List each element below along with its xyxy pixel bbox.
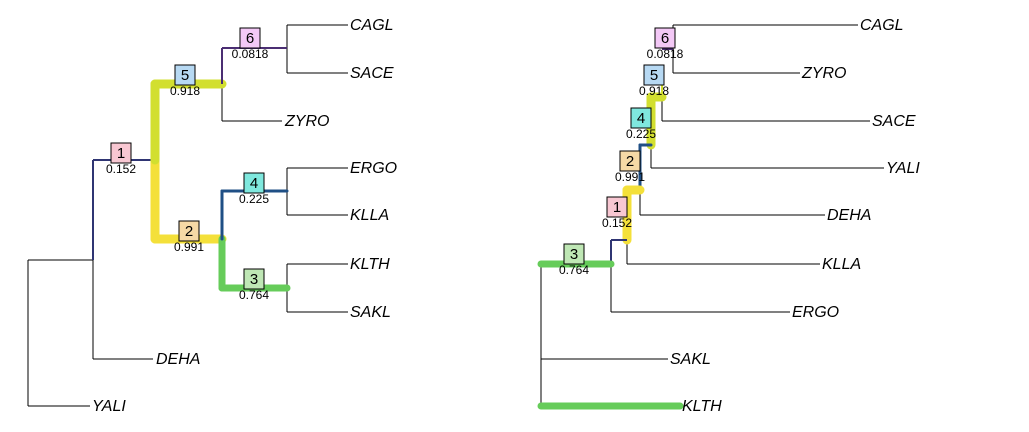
node-box <box>619 150 641 172</box>
node-box <box>643 64 665 86</box>
node-support: 0.225 <box>239 192 269 206</box>
node-id: 5 <box>181 67 189 84</box>
leaf-label: ZYRO <box>801 65 846 82</box>
node-id: 6 <box>246 30 254 47</box>
node-support: 0.152 <box>602 216 632 230</box>
node-support: 0.0818 <box>232 47 269 61</box>
node-id: 5 <box>650 67 658 84</box>
node-support: 0.991 <box>615 170 645 184</box>
leaf-label: KLLA <box>350 207 389 224</box>
leaf-label: ERGO <box>792 304 839 321</box>
right-tree: CAGL ZYRO SACE YALI DEHA KLLA ERGO SAKL KLTH 10.1… <box>537 17 920 415</box>
leaf-label: KLTH <box>682 398 722 415</box>
leaf-label: ERGO <box>350 160 397 177</box>
leaf-label: SACE <box>350 65 394 82</box>
node-support: 0.918 <box>170 84 200 98</box>
node-id: 4 <box>250 175 258 192</box>
node-id: 3 <box>250 271 258 288</box>
leaf-label: SAKL <box>670 351 711 368</box>
node-box <box>110 142 132 164</box>
leaf-label: CAGL <box>860 17 904 34</box>
leaf-label: SACE <box>872 113 916 130</box>
node-support: 0.152 <box>106 162 136 176</box>
node-box <box>630 107 652 129</box>
leaf-label: SAKL <box>350 304 391 321</box>
node-box <box>606 196 628 218</box>
node-support: 0.991 <box>174 240 204 254</box>
left-tree: CAGL SACE ZYRO ERGO KLLA KLTH SAKL DEHA YALI 10.1… <box>27 17 397 415</box>
node-box <box>174 64 196 86</box>
node-support: 0.764 <box>239 288 269 302</box>
node-id: 2 <box>626 153 634 170</box>
leaf-label: KLLA <box>822 256 861 273</box>
node-support: 0.0818 <box>647 47 684 61</box>
node-id: 4 <box>637 110 645 127</box>
node-support: 0.764 <box>559 263 589 277</box>
node-support: 0.918 <box>639 84 669 98</box>
leaf-label: KLTH <box>350 256 390 273</box>
node-box <box>654 27 676 49</box>
leaf-label: YALI <box>886 160 920 177</box>
leaf-label: DEHA <box>156 351 200 368</box>
node-id: 6 <box>661 30 669 47</box>
node-id: 1 <box>613 199 621 216</box>
node-id: 2 <box>185 223 193 240</box>
leaf-label: CAGL <box>350 17 394 34</box>
node-box <box>243 172 265 194</box>
node-id: 3 <box>570 246 578 263</box>
node-box <box>178 220 200 242</box>
leaf-label: DEHA <box>827 207 871 224</box>
node-box <box>239 27 261 49</box>
node-box <box>243 268 265 290</box>
leaf-label: ZYRO <box>284 113 329 130</box>
leaf-label: YALI <box>92 398 126 415</box>
node-box <box>563 243 585 265</box>
node-support: 0.225 <box>626 127 656 141</box>
node-id: 1 <box>117 145 125 162</box>
